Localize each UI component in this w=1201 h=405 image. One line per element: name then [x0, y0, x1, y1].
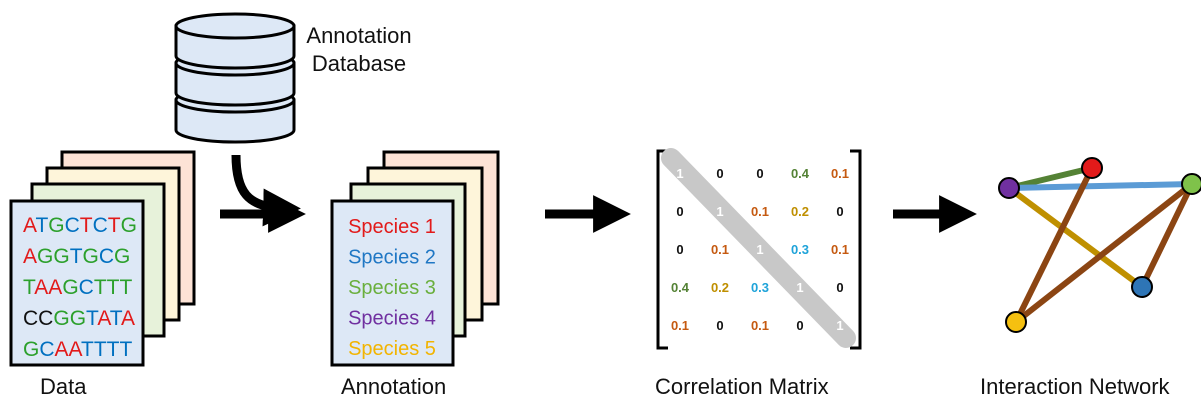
matrix-cell: 0 [716, 318, 723, 333]
matrix-right-bracket [850, 149, 862, 350]
matrix-cell: 0.3 [791, 242, 809, 257]
matrix-cell: 0.1 [831, 242, 849, 257]
annotation-label: Annotation [341, 374, 447, 399]
database-to-annotation-arrow [231, 154, 301, 227]
species-label: Species 3 [348, 277, 436, 299]
annotation-front-card [330, 199, 455, 367]
data-stack: ATGCTCTG AGGTGCG TAAGCTTT CCGGTATA GCAATTTT [9, 150, 196, 367]
interaction-network [998, 157, 1201, 333]
database-icon [174, 12, 296, 144]
sequence-row: ATGCTCTG [23, 214, 137, 237]
matrix-cell: 0 [716, 166, 723, 181]
matrix-cell: 0.1 [831, 166, 849, 181]
matrix-left-bracket [656, 149, 668, 350]
sequence-row: GCAATTTT [23, 338, 132, 361]
matrix-cell: 0.1 [711, 242, 729, 257]
matrix-cell: 0.2 [791, 204, 809, 219]
matrix-cell: 1 [716, 204, 723, 219]
species-label: Species 4 [348, 308, 436, 330]
species-list: Species 1 Species 2 Species 3 Species 4 Spec… [348, 216, 436, 360]
matrix-cell: 1 [836, 318, 843, 333]
network-edge [1139, 182, 1195, 289]
network-edge [1013, 166, 1095, 324]
network-edge [1007, 185, 1144, 290]
network-node-blue [1131, 276, 1153, 298]
interaction-network-label: Interaction Network [980, 374, 1170, 399]
network-edge [1008, 165, 1093, 191]
matrix-cell: 0.1 [751, 318, 769, 333]
correlation-matrix-label: Correlation Matrix [655, 374, 829, 399]
matrix-diagonal-band [661, 148, 856, 348]
species-label: Species 1 [348, 216, 436, 238]
network-node-yellow [1005, 311, 1027, 333]
sequence-row: AGGTGCG [23, 245, 130, 268]
matrix-cell: 1 [796, 280, 803, 295]
species-label: Species 5 [348, 338, 436, 360]
matrix-cell: 0.3 [751, 280, 769, 295]
network-edge [1014, 181, 1194, 325]
database-label-line1: Annotation [306, 23, 412, 48]
matrix-cell: 0 [836, 204, 843, 219]
matrix-cell: 0 [756, 166, 763, 181]
network-node-green [1181, 173, 1201, 195]
matrix-cell: 0.1 [671, 318, 689, 333]
matrix-cell: 0.4 [791, 166, 810, 181]
data-front-card [9, 199, 145, 367]
sequence-row: CCGGTATA [23, 307, 135, 330]
matrix-cell: 0 [676, 242, 683, 257]
network-edge [1008, 181, 1193, 191]
matrix-cell: 0 [796, 318, 803, 333]
sequence-list: ATGCTCTG AGGTGCG TAAGCTTT CCGGTATA GCAATTTT [23, 214, 137, 361]
network-node-red [1081, 157, 1103, 179]
database-label-line2: Database [311, 51, 407, 76]
matrix-cell: 1 [676, 166, 683, 181]
species-label: Species 2 [348, 247, 436, 269]
matrix-cell: 0 [676, 204, 683, 219]
correlation-matrix: 1 0 0 0.4 0.1 0 1 0.1 0.2 0 0 0.1 1 0.3 0.1 0.4 0.2 0.3 1 0… [656, 148, 862, 350]
matrix-cell: 0.4 [671, 280, 690, 295]
network-node-purple [998, 177, 1020, 199]
matrix-cell: 0.1 [751, 204, 769, 219]
data-label: Data [40, 374, 87, 399]
annotation-stack: Species 1 Species 2 Species 3 Species 4 Spec… [330, 150, 500, 367]
database-label: Annotation Database [292, 22, 426, 78]
matrix-cell: 0 [836, 280, 843, 295]
matrix-cell: 1 [756, 242, 763, 257]
sequence-row: TAAGCTTT [23, 276, 132, 299]
matrix-cell: 0.2 [711, 280, 729, 295]
